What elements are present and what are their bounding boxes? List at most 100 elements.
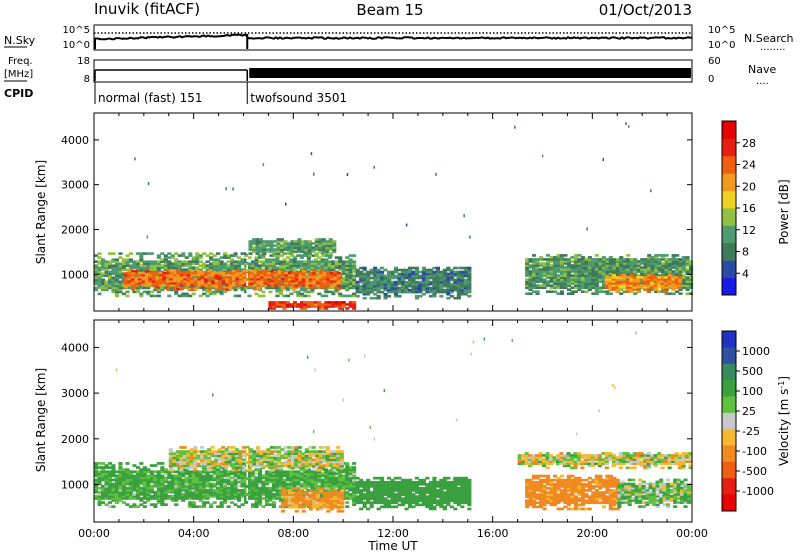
- heatmap-cell: [244, 254, 249, 257]
- heatmap-cell: [275, 476, 280, 480]
- heatmap-cell: [94, 488, 99, 492]
- heatmap-cell: [264, 499, 269, 502]
- heatmap-cell: [535, 260, 540, 263]
- heatmap-cell: [667, 276, 672, 279]
- heatmap-cell: [297, 454, 302, 458]
- heatmap-cell: [94, 270, 99, 274]
- heatmap-cell: [273, 283, 278, 287]
- heatmap-cell: [111, 284, 116, 288]
- heatmap-cell: [289, 482, 294, 486]
- heatmap-cell: [366, 272, 371, 276]
- heatmap-cell: [216, 266, 221, 269]
- heatmap-cell: [252, 460, 257, 464]
- heatmap-cell: [308, 273, 313, 277]
- heatmap-cell: [608, 258, 613, 261]
- heatmap-cell: [266, 458, 271, 462]
- heatmap-cell: [128, 497, 133, 500]
- heatmap-cell: [230, 488, 235, 492]
- heatmap-cell: [127, 281, 132, 285]
- heatmap-cell: [278, 266, 283, 269]
- heatmap-cell: [264, 264, 269, 267]
- heatmap-cell: [167, 294, 172, 298]
- heatmap-cell: [321, 250, 326, 253]
- heatmap-cell: [532, 272, 537, 275]
- heatmap-cell: [94, 490, 99, 494]
- heatmap-cell: [195, 493, 200, 496]
- heatmap-cell: [352, 488, 357, 492]
- heatmap-cell: [182, 450, 187, 453]
- heatmap-cell: [276, 466, 281, 470]
- heatmap-cell: [303, 301, 308, 304]
- beam-title: Beam 15: [356, 1, 423, 19]
- cpid-mode-label: twofsound 3501: [250, 91, 347, 105]
- heatmap-cell: [559, 276, 564, 279]
- heatmap-cell: [223, 252, 228, 255]
- heatmap-cell: [328, 246, 333, 249]
- heatmap-cell: [94, 260, 99, 263]
- heatmap-cell: [167, 262, 172, 265]
- heatmap-cell: [101, 258, 106, 261]
- heatmap-cell: [668, 270, 673, 273]
- heatmap-cell: [294, 460, 299, 464]
- heatmap-cell: [290, 454, 295, 458]
- heatmap-cell: [268, 307, 273, 310]
- heatmap-cell: [324, 478, 329, 482]
- heatmap-cell: [425, 272, 430, 276]
- heatmap-cell: [394, 294, 399, 298]
- heatmap-cell: [195, 252, 200, 255]
- heatmap-cell: [125, 462, 130, 465]
- heatmap-cell: [167, 497, 172, 500]
- heatmap-cell: [254, 501, 259, 504]
- heatmap-cell: [188, 260, 193, 263]
- heatmap-cell: [118, 488, 123, 492]
- heatmap-cell: [135, 288, 140, 292]
- heatmap-cell: [191, 490, 196, 494]
- heatmap-cell: [247, 256, 252, 259]
- heatmap-cell: [191, 474, 196, 478]
- heatmap-cell: [212, 262, 217, 265]
- heatmap-cell: [300, 242, 305, 245]
- heatmap-cell: [411, 284, 416, 288]
- heatmap-cell: [94, 278, 99, 282]
- heatmap-cell: [247, 268, 252, 271]
- heatmap-cell: [563, 272, 568, 275]
- heatmap-cell: [528, 280, 533, 283]
- heatmap-cell: [252, 250, 257, 253]
- heatmap-cell: [345, 470, 350, 474]
- heatmap-cell: [369, 280, 374, 284]
- heatmap-cell: [301, 462, 306, 466]
- heatmap-cell: [239, 279, 244, 283]
- heatmap-cell: [408, 282, 413, 286]
- heatmap-cell: [282, 484, 287, 488]
- heatmap-cell: [111, 493, 116, 496]
- heatmap-cell: [345, 462, 350, 465]
- heatmap-cell: [123, 281, 128, 285]
- heatmap-cell: [207, 462, 212, 466]
- heatmap-cell: [114, 493, 119, 496]
- heatmap-cell: [200, 271, 205, 275]
- heatmap-cell: [240, 503, 245, 506]
- heatmap-cell: [304, 248, 309, 251]
- heatmap-cell: [195, 258, 200, 261]
- heatmap-cell: [94, 468, 99, 471]
- heatmap-cell: [104, 484, 109, 488]
- heatmap-cell: [612, 270, 617, 273]
- heatmap-cell: [327, 260, 332, 263]
- heatmap-cell: [685, 258, 690, 261]
- heatmap-cell: [394, 286, 399, 290]
- heatmap-cell: [334, 260, 339, 263]
- heatmap-cell: [598, 268, 603, 271]
- heatmap-cell: [275, 468, 280, 471]
- heatmap-cell: [278, 476, 283, 480]
- heatmap-cell: [94, 274, 99, 278]
- heatmap-cell: [660, 280, 665, 283]
- heatmap-cell: [205, 268, 210, 271]
- heatmap-cell: [153, 476, 158, 480]
- heatmap-cell: [643, 274, 648, 277]
- heatmap-cell: [671, 284, 676, 287]
- heatmap-cell: [333, 283, 338, 287]
- heatmap-cell: [118, 462, 123, 465]
- heatmap-cell: [128, 478, 133, 482]
- heatmap-cell: [331, 268, 336, 271]
- heatmap-cell: [280, 448, 285, 451]
